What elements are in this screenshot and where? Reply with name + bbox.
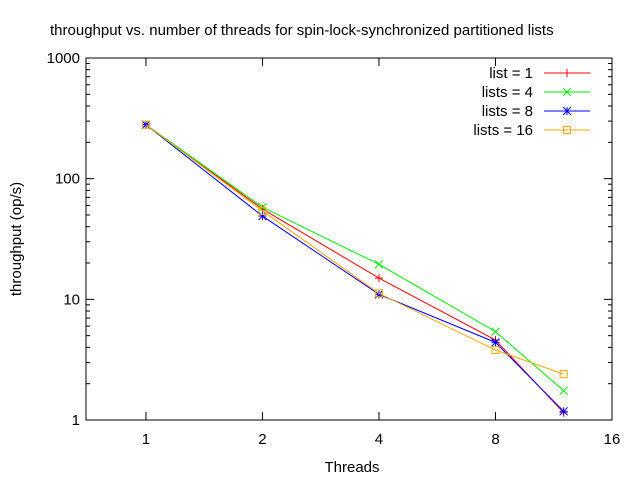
- series-line: [145, 124, 564, 412]
- data-point: [258, 206, 267, 215]
- data-point: [559, 406, 568, 416]
- x-tick-label: 1: [142, 431, 150, 448]
- data-point: [563, 126, 571, 134]
- legend-entry-1: list = 1: [489, 65, 590, 82]
- series-group: [141, 120, 568, 417]
- legend-entry-2: lists = 4: [482, 84, 590, 101]
- series-line: [145, 124, 564, 375]
- x-tick-label: 2: [258, 431, 266, 448]
- series-2: [141, 120, 568, 396]
- x-tick-label: 8: [491, 431, 499, 448]
- series-line: [145, 124, 565, 414]
- legend-label: lists = 8: [482, 103, 533, 120]
- axis-ticks: 1 2 4 8 16 1 10 100 1000: [47, 50, 621, 448]
- y-axis-title: throughput (op/s): [8, 182, 25, 296]
- data-point: [559, 386, 568, 396]
- data-point: [374, 289, 383, 298]
- plot-border: [85, 57, 613, 421]
- data-point: [559, 370, 568, 379]
- series-4: [141, 120, 568, 379]
- data-point: [491, 346, 500, 355]
- series-line: [145, 124, 564, 392]
- legend-label: lists = 4: [482, 84, 533, 101]
- data-point: [562, 106, 572, 116]
- chart-title: throughput vs. number of threads for spi…: [50, 22, 554, 39]
- data-point: [374, 259, 384, 269]
- data-point: [141, 120, 150, 129]
- y-tick-label: 1: [72, 412, 80, 429]
- series-1: [141, 120, 568, 417]
- data-point: [562, 87, 572, 97]
- legend: list = 1 lists = 4 lists = 8 lists = 16: [473, 65, 590, 139]
- legend-label: lists = 16: [473, 122, 533, 139]
- data-point: [491, 327, 500, 336]
- x-tick-label: 16: [604, 431, 621, 448]
- data-point: [491, 338, 500, 347]
- y-tick-label: 100: [55, 171, 80, 188]
- x-axis-title: Threads: [324, 459, 379, 476]
- legend-entry-3: lists = 8: [482, 103, 590, 120]
- legend-entry-4: lists = 16: [473, 122, 590, 139]
- y-tick-label: 1000: [47, 50, 80, 67]
- legend-label: list = 1: [489, 65, 533, 82]
- y-tick-label: 10: [63, 291, 80, 308]
- plot-frame: [85, 57, 613, 421]
- x-tick-label: 4: [375, 431, 383, 448]
- series-3: [141, 120, 568, 416]
